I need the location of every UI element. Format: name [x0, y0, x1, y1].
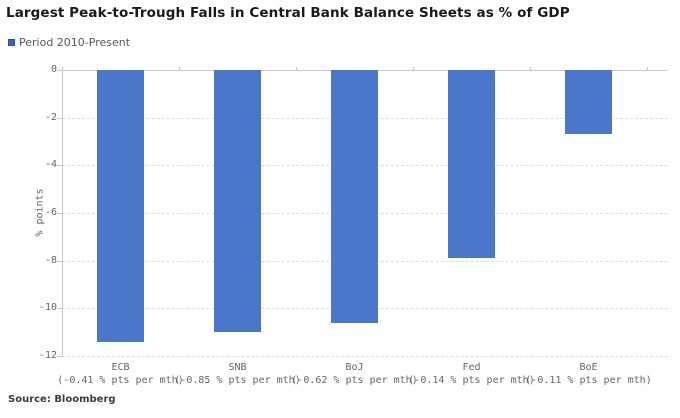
x-sublabel-fed: (-0.14 % pts per mth) [408, 375, 535, 386]
y-tick-label: -6 [44, 207, 57, 218]
y-tick-mark [57, 117, 62, 119]
x-label-fed: Fed [462, 362, 481, 373]
chart-title: Largest Peak-to-Trough Falls in Central … [6, 5, 570, 21]
x-label-boe: BoE [579, 362, 598, 373]
x-tick-mark [530, 67, 531, 70]
y-tick-mark [57, 165, 62, 167]
y-tick-label: 0 [50, 64, 57, 75]
x-tick-mark [647, 67, 648, 70]
x-tick-mark [179, 67, 180, 70]
y-tick-mark [57, 260, 62, 262]
bar-boe [565, 70, 612, 135]
x-tick-mark [296, 67, 297, 70]
x-label-ecb: ECB [111, 362, 130, 373]
legend: Period 2010-Present [8, 36, 130, 49]
gridline-y-12 [62, 356, 668, 357]
x-label-snb: SNB [228, 362, 247, 373]
legend-swatch-icon [8, 39, 15, 46]
x-sublabel-boe: (-0.11 % pts per mth) [525, 375, 652, 386]
y-tick-label: -4 [44, 159, 57, 171]
bar-fed [448, 70, 495, 259]
legend-label: Period 2010-Present [19, 36, 131, 49]
bar-boj [331, 70, 378, 323]
y-axis-title: % points [34, 188, 46, 237]
x-sublabel-boj: (-0.62 % pts per mth) [291, 375, 418, 386]
x-sublabel-ecb: (-0.41 % pts per mth) [57, 375, 184, 386]
bar-ecb [97, 70, 144, 342]
y-tick-label: -2 [44, 111, 57, 123]
x-tick-mark [62, 67, 63, 70]
y-tick-mark [57, 356, 62, 357]
source-label: Source: Bloomberg [8, 394, 116, 405]
y-tick-label: -10 [38, 302, 57, 314]
bar-snb [214, 70, 261, 333]
y-tick-label: -8 [44, 254, 57, 266]
x-sublabel-snb: (-0.85 % pts per mth) [174, 375, 301, 386]
y-tick-mark [57, 70, 62, 71]
x-label-boj: BoJ [345, 362, 364, 373]
y-tick-label: -12 [38, 350, 57, 361]
y-tick-mark [57, 213, 62, 214]
x-tick-mark [413, 67, 414, 70]
y-axis-line [62, 70, 63, 356]
y-tick-mark [57, 308, 62, 310]
